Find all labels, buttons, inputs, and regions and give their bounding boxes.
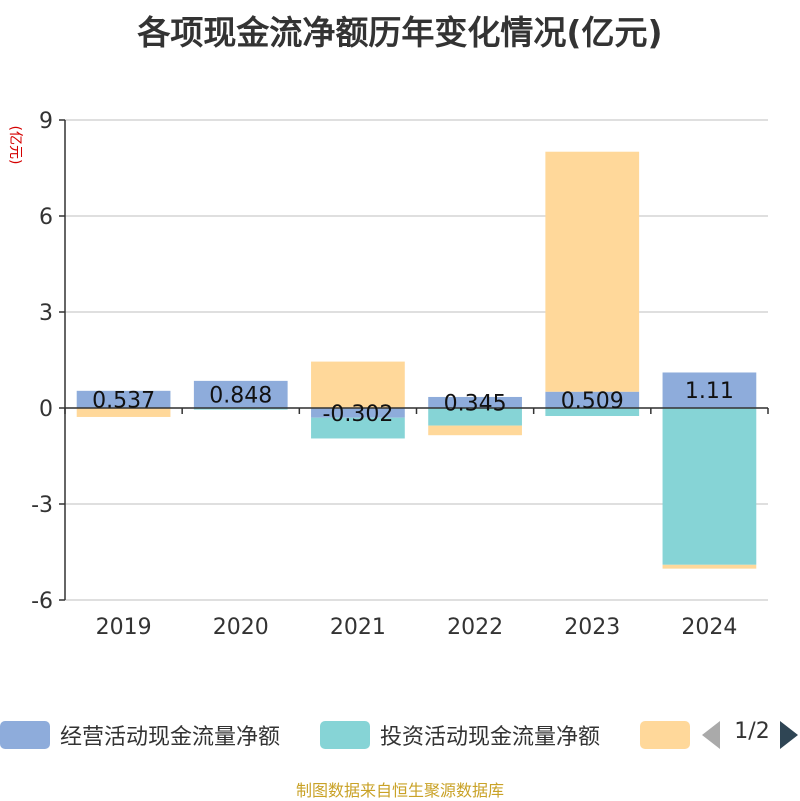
x-tick-label: 2019 (96, 615, 152, 640)
bar-investing-2021 (311, 417, 405, 439)
legend-swatch-investing (320, 721, 370, 749)
bar-financing-2019 (76, 408, 171, 417)
x-tick-label: 2023 (564, 615, 620, 640)
x-tick-label: 2024 (681, 615, 737, 640)
data-label: 1.11 (685, 379, 734, 404)
data-label: 0.537 (92, 388, 155, 413)
chart-title: 各项现金流净额历年变化情况(亿元) (137, 13, 663, 52)
bar-operating-2019 (76, 390, 171, 408)
y-tick-label: 3 (39, 301, 53, 326)
y-tick-label: 9 (39, 109, 53, 134)
legend: 经营活动现金流量净额 投资活动现金流量净额 1/2 (0, 717, 800, 753)
y-tick-label: 0 (39, 397, 53, 422)
legend-label-investing: 投资活动现金流量净额 (380, 725, 601, 750)
x-tick-label: 2020 (213, 615, 269, 640)
pager-prev-icon[interactable] (702, 721, 720, 749)
data-label: 0.345 (444, 391, 507, 416)
bar-financing-2023 (545, 151, 640, 392)
bar-financing-2022 (428, 425, 522, 436)
chart-plot: -6 -3 0 3 6 9 (亿元) 2019 2020 2021 2022 2023 2024 0.53… (7, 109, 769, 640)
bar-operating-2020 (193, 380, 288, 408)
legend-swatch-financing (640, 721, 690, 749)
bar-investing-2022 (428, 408, 522, 426)
bar-operating-2024 (662, 372, 757, 408)
legend-swatch-operating (0, 721, 50, 749)
y-tick-label: -3 (31, 493, 53, 518)
pager-page-text: 1/2 (734, 719, 770, 744)
bar-investing-2024 (662, 408, 757, 565)
legend-label-operating: 经营活动现金流量净额 (60, 725, 281, 750)
bar-operating-2023 (545, 391, 640, 408)
x-tick-label: 2022 (447, 615, 503, 640)
bar-financing-2021 (311, 361, 405, 408)
x-tick-label: 2021 (330, 615, 386, 640)
bar-investing-2023 (545, 408, 640, 416)
data-label: 0.509 (561, 389, 624, 414)
data-label: -0.302 (322, 402, 393, 427)
bar-operating-2022 (428, 396, 522, 408)
bar-investing-2020 (193, 408, 288, 410)
legend-pager: 1/2 (700, 717, 800, 753)
y-tick-label: -6 (31, 589, 53, 614)
data-source-note: 制图数据来自恒生聚源数据库 (295, 781, 504, 800)
pager-next-icon[interactable] (780, 721, 798, 749)
y-tick-label: 6 (39, 205, 53, 230)
bar-operating-2021 (311, 408, 405, 418)
data-label: 0.848 (209, 383, 272, 408)
y-axis-label: (亿元) (7, 126, 23, 165)
bar-financing-2024 (662, 564, 757, 569)
